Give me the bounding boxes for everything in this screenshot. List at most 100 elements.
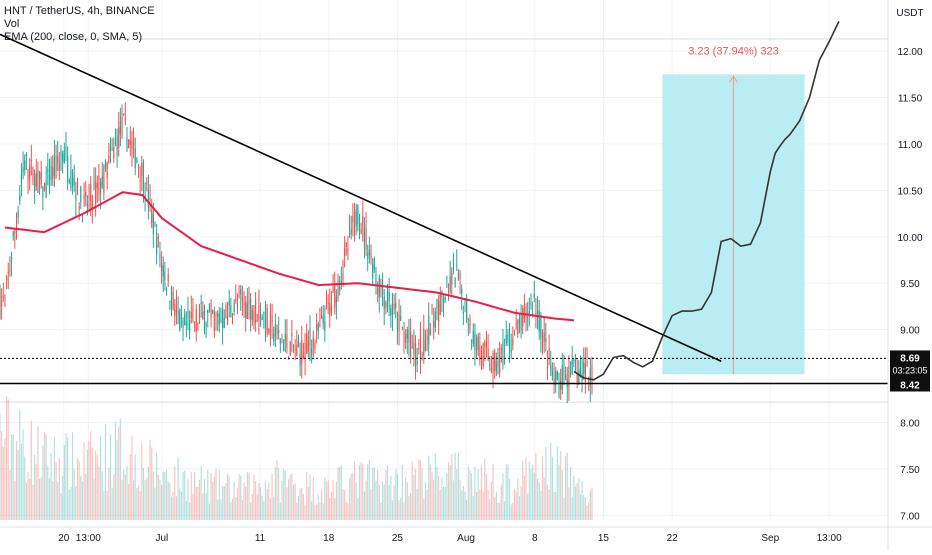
candle[interactable] xyxy=(406,329,408,339)
candle[interactable] xyxy=(451,272,453,285)
candle[interactable] xyxy=(194,321,196,323)
candle[interactable] xyxy=(439,291,441,316)
candle[interactable] xyxy=(584,363,586,384)
candle[interactable] xyxy=(279,338,281,344)
candle[interactable] xyxy=(55,155,57,177)
candle[interactable] xyxy=(175,304,178,314)
candle[interactable] xyxy=(353,211,356,235)
candle[interactable] xyxy=(495,360,497,373)
candle[interactable] xyxy=(589,368,591,387)
candle[interactable] xyxy=(289,341,291,356)
candle[interactable] xyxy=(452,267,455,269)
candle[interactable] xyxy=(431,307,433,309)
candle[interactable] xyxy=(10,256,13,261)
candle[interactable] xyxy=(266,308,268,335)
candle[interactable] xyxy=(180,317,182,319)
candle[interactable] xyxy=(320,316,323,318)
candle[interactable] xyxy=(454,278,456,288)
candle[interactable] xyxy=(286,334,288,348)
candle[interactable] xyxy=(48,173,51,188)
candle[interactable] xyxy=(403,331,405,344)
candle[interactable] xyxy=(370,252,372,259)
candle[interactable] xyxy=(132,137,135,145)
candle[interactable] xyxy=(360,228,362,234)
candle[interactable] xyxy=(231,321,234,323)
candle[interactable] xyxy=(591,366,593,380)
candle[interactable] xyxy=(37,169,39,193)
candle[interactable] xyxy=(50,165,52,181)
candle[interactable] xyxy=(185,322,187,326)
candle[interactable] xyxy=(68,179,70,183)
candle[interactable] xyxy=(576,374,578,382)
candle[interactable] xyxy=(268,328,270,333)
candle[interactable] xyxy=(182,320,184,328)
candle[interactable] xyxy=(472,330,474,344)
candle[interactable] xyxy=(535,312,537,317)
candle[interactable] xyxy=(513,334,516,336)
candle[interactable] xyxy=(561,365,563,391)
candle[interactable] xyxy=(467,324,469,326)
candle[interactable] xyxy=(30,159,32,161)
candle[interactable] xyxy=(240,288,242,295)
candle[interactable] xyxy=(396,317,398,330)
candle[interactable] xyxy=(546,366,549,369)
candle[interactable] xyxy=(558,380,560,397)
candle[interactable] xyxy=(108,155,110,162)
candle[interactable] xyxy=(222,308,224,328)
candle[interactable] xyxy=(306,333,308,354)
candle[interactable] xyxy=(111,148,113,150)
candle[interactable] xyxy=(398,311,400,332)
candle[interactable] xyxy=(22,167,24,173)
candle[interactable] xyxy=(93,180,95,187)
candle[interactable] xyxy=(238,291,240,293)
candle[interactable] xyxy=(296,344,298,356)
candle[interactable] xyxy=(312,337,314,348)
candle[interactable] xyxy=(220,318,222,322)
candle[interactable] xyxy=(367,253,369,259)
candle[interactable] xyxy=(83,195,85,200)
candle[interactable] xyxy=(118,127,120,149)
candle[interactable] xyxy=(164,271,166,281)
candle[interactable] xyxy=(381,280,384,295)
candle[interactable] xyxy=(226,315,229,325)
candle[interactable] xyxy=(568,366,570,387)
candle[interactable] xyxy=(192,308,194,320)
candle[interactable] xyxy=(284,333,286,342)
candle[interactable] xyxy=(540,318,542,339)
candle[interactable] xyxy=(263,311,265,313)
trendline[interactable] xyxy=(0,33,722,362)
candle[interactable] xyxy=(217,313,219,317)
candle[interactable] xyxy=(123,114,125,116)
candle[interactable] xyxy=(307,340,309,352)
candle[interactable] xyxy=(34,173,36,192)
candle[interactable] xyxy=(269,311,272,337)
candle[interactable] xyxy=(85,191,87,197)
candle[interactable] xyxy=(157,236,159,239)
candle[interactable] xyxy=(218,314,220,325)
candle[interactable] xyxy=(301,340,303,365)
candle[interactable] xyxy=(329,303,331,316)
candle[interactable] xyxy=(386,287,389,309)
candle[interactable] xyxy=(482,344,484,367)
candle[interactable] xyxy=(342,273,344,280)
candle[interactable] xyxy=(428,315,430,345)
candle[interactable] xyxy=(101,176,103,188)
candle[interactable] xyxy=(462,312,464,314)
candle[interactable] xyxy=(233,303,235,312)
candle[interactable] xyxy=(518,318,521,324)
candle[interactable] xyxy=(15,223,18,225)
candle[interactable] xyxy=(334,283,336,308)
candle[interactable] xyxy=(368,249,370,256)
candle[interactable] xyxy=(466,301,468,321)
candle[interactable] xyxy=(373,258,375,270)
candle[interactable] xyxy=(152,213,154,235)
candle[interactable] xyxy=(555,370,557,386)
candle[interactable] xyxy=(256,320,258,322)
candle[interactable] xyxy=(563,370,565,372)
candle[interactable] xyxy=(109,146,112,154)
candle[interactable] xyxy=(141,162,143,177)
candle[interactable] xyxy=(2,296,4,298)
candle[interactable] xyxy=(405,334,407,343)
candle[interactable] xyxy=(128,140,130,148)
